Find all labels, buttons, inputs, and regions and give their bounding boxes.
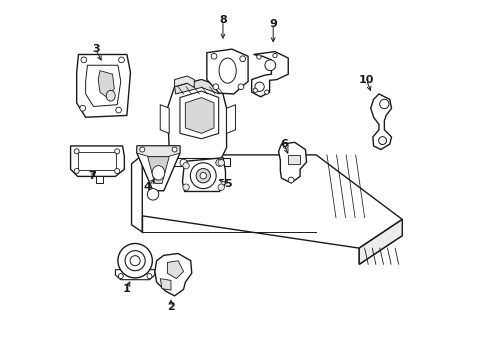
Circle shape [272, 53, 277, 58]
Polygon shape [174, 80, 221, 94]
Polygon shape [96, 176, 102, 183]
Circle shape [118, 274, 123, 279]
Polygon shape [172, 158, 230, 166]
Polygon shape [206, 49, 247, 94]
Circle shape [253, 88, 257, 93]
Circle shape [172, 147, 177, 152]
Polygon shape [226, 105, 235, 134]
Circle shape [254, 82, 264, 91]
Circle shape [196, 168, 210, 183]
Circle shape [379, 99, 388, 109]
Ellipse shape [106, 90, 115, 101]
Polygon shape [370, 94, 391, 149]
Polygon shape [142, 155, 402, 248]
Text: 2: 2 [167, 302, 175, 312]
Circle shape [74, 168, 79, 174]
Ellipse shape [152, 166, 164, 180]
Polygon shape [180, 91, 218, 139]
Polygon shape [78, 152, 116, 170]
Text: 3: 3 [92, 44, 99, 54]
Circle shape [218, 159, 224, 166]
Circle shape [130, 256, 140, 266]
Polygon shape [287, 155, 300, 164]
Circle shape [115, 168, 120, 174]
Circle shape [80, 105, 85, 111]
Polygon shape [251, 51, 287, 97]
Polygon shape [85, 65, 121, 107]
Circle shape [264, 60, 275, 71]
Circle shape [215, 159, 223, 166]
Text: 5: 5 [224, 179, 232, 189]
Text: 10: 10 [358, 75, 373, 85]
Polygon shape [147, 157, 169, 184]
Circle shape [256, 55, 261, 59]
Polygon shape [359, 220, 402, 264]
Polygon shape [185, 98, 214, 134]
Circle shape [378, 136, 386, 144]
Circle shape [287, 177, 293, 183]
Text: 8: 8 [219, 15, 226, 26]
Polygon shape [115, 270, 155, 280]
Polygon shape [160, 279, 171, 290]
Circle shape [116, 107, 121, 113]
Polygon shape [278, 142, 306, 183]
Polygon shape [174, 76, 194, 87]
Circle shape [147, 189, 159, 200]
Circle shape [81, 57, 86, 63]
Polygon shape [167, 80, 226, 164]
Circle shape [212, 84, 218, 90]
Polygon shape [77, 54, 130, 117]
Polygon shape [167, 261, 183, 279]
Circle shape [119, 57, 124, 63]
Polygon shape [131, 155, 142, 232]
Circle shape [238, 84, 244, 90]
Circle shape [118, 243, 152, 278]
Ellipse shape [219, 58, 236, 83]
Circle shape [264, 90, 268, 94]
Circle shape [218, 184, 224, 190]
Polygon shape [70, 146, 124, 176]
Text: 4: 4 [143, 182, 151, 192]
Circle shape [183, 162, 189, 169]
Polygon shape [155, 253, 191, 296]
Text: 6: 6 [280, 139, 287, 149]
Text: 7: 7 [88, 171, 96, 181]
Polygon shape [160, 105, 169, 134]
Circle shape [211, 53, 217, 59]
Circle shape [140, 147, 144, 152]
Polygon shape [137, 146, 180, 191]
Circle shape [115, 149, 120, 154]
Circle shape [74, 149, 79, 154]
Circle shape [283, 143, 287, 148]
Circle shape [147, 274, 152, 279]
Circle shape [125, 251, 145, 271]
Polygon shape [137, 146, 180, 157]
Circle shape [180, 159, 187, 166]
Circle shape [239, 56, 245, 62]
Polygon shape [98, 71, 114, 98]
Text: 1: 1 [122, 284, 130, 294]
Circle shape [200, 172, 206, 179]
Text: 9: 9 [269, 19, 277, 29]
Polygon shape [359, 220, 402, 264]
Polygon shape [182, 158, 225, 192]
Circle shape [183, 184, 189, 190]
Circle shape [190, 163, 216, 189]
